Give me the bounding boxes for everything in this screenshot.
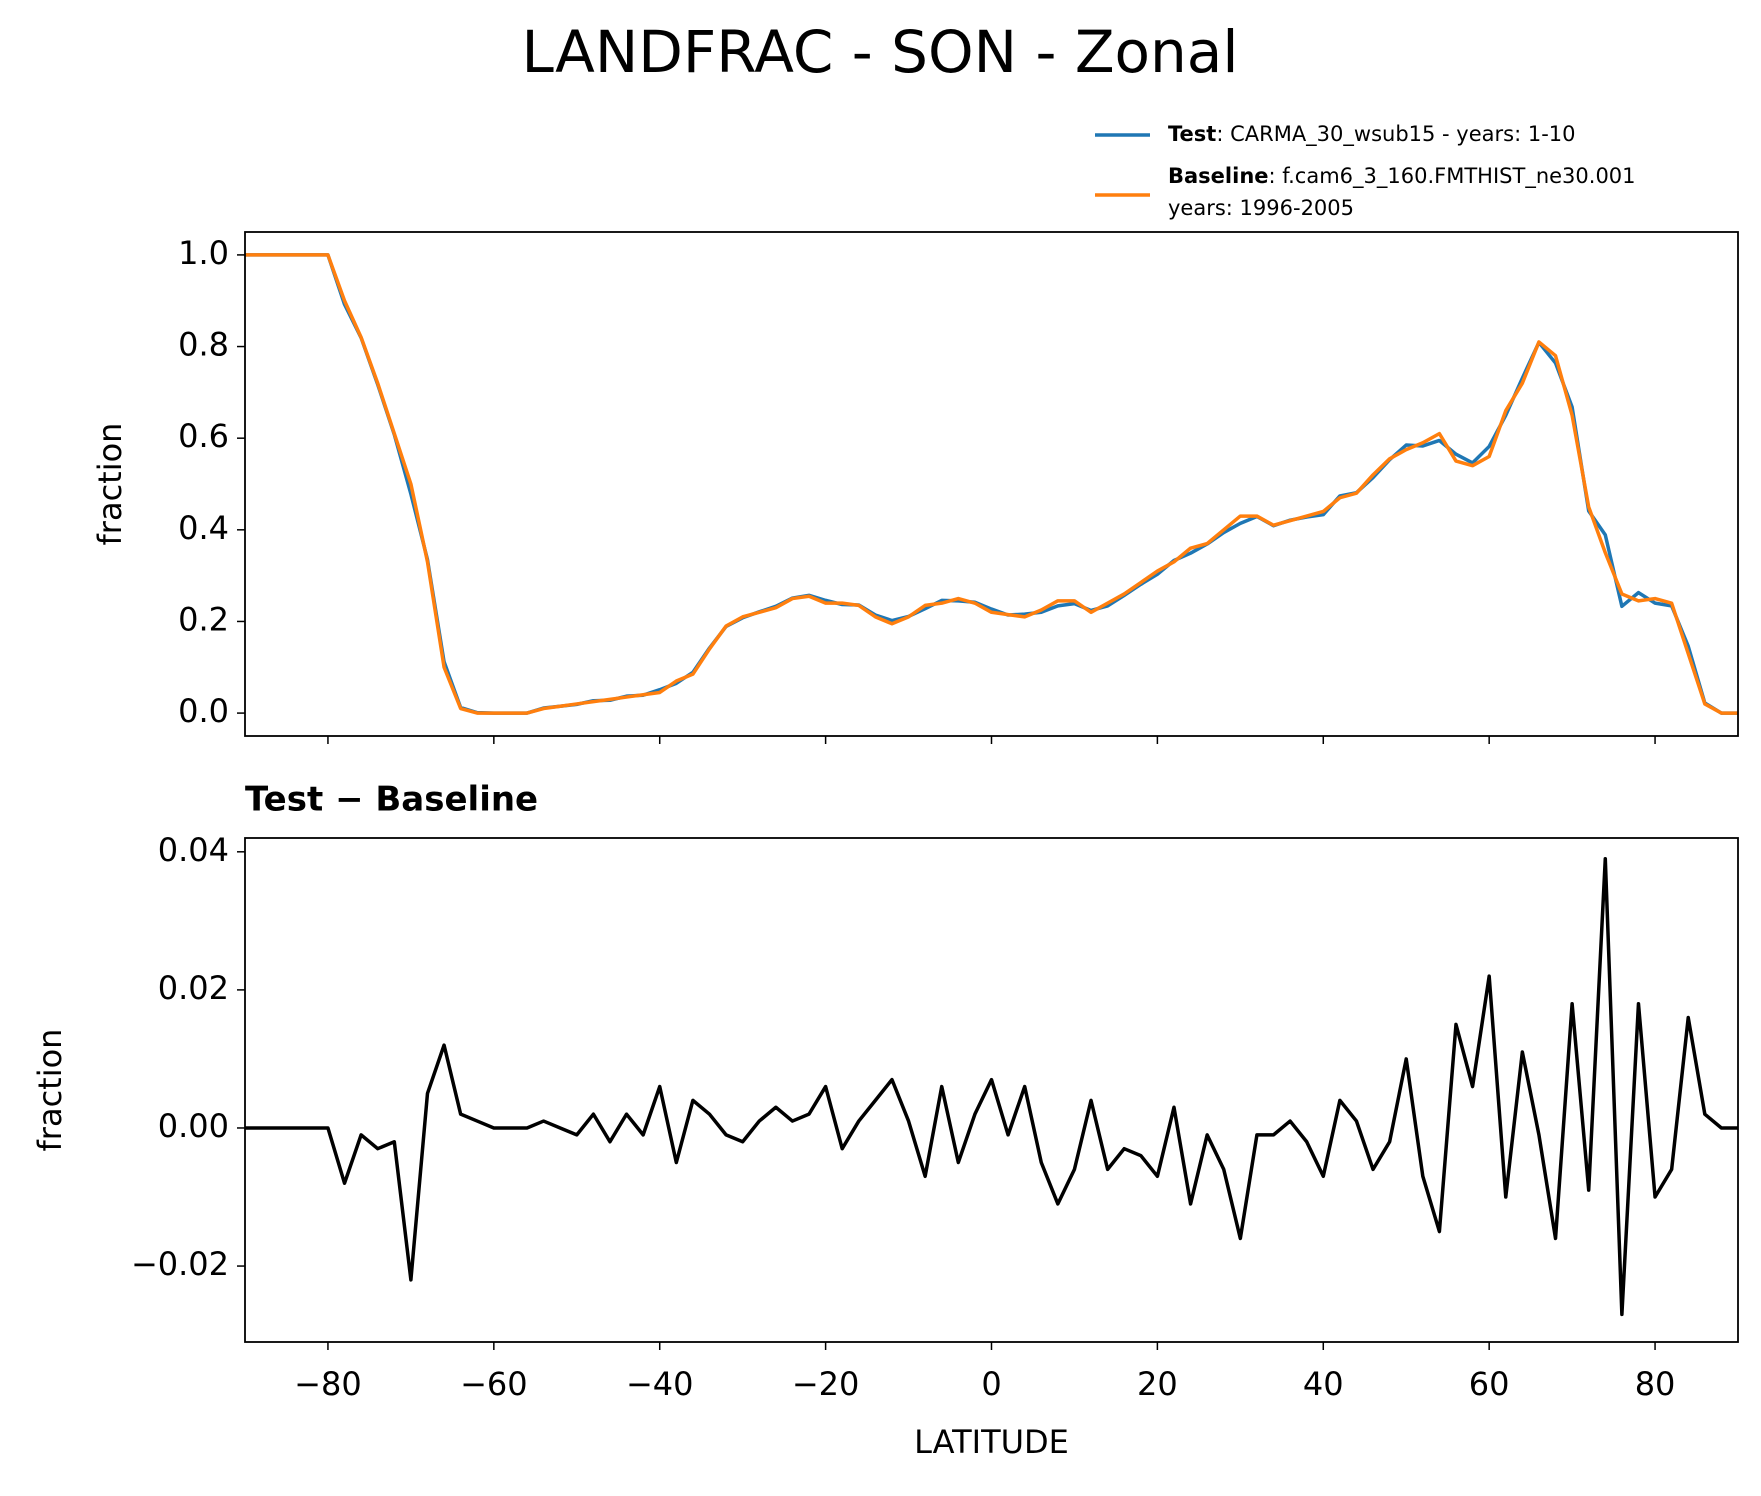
y-tick-label: 0.2: [178, 600, 229, 638]
y-tick-label: 0.6: [178, 417, 229, 455]
legend-name: Test: [1168, 122, 1216, 146]
plot-frame: [244, 231, 1739, 737]
y-tick-label: −0.02: [131, 1245, 229, 1283]
y-tick-label: 0.02: [158, 969, 229, 1007]
legend-text: : CARMA_30_wsub15 - years: 1-10: [1216, 122, 1575, 147]
y-tick-label: 0.4: [178, 509, 229, 547]
x-tick-label: −80: [294, 1365, 362, 1403]
x-tick-label: 40: [1303, 1365, 1344, 1403]
subplot-title: Test − Baseline: [245, 780, 538, 820]
x-tick-label: 80: [1635, 1365, 1676, 1403]
x-tick-label: −60: [460, 1365, 528, 1403]
x-axis-label: LATITUDE: [914, 1423, 1069, 1461]
y-axis-label: fraction: [91, 423, 129, 546]
y-axis-label: fraction: [31, 1029, 69, 1152]
x-tick-label: 0: [981, 1365, 1001, 1403]
legend-text: : f.cam6_3_160.FMTHIST_ne30.001: [1269, 164, 1636, 189]
x-tick-label: −40: [626, 1365, 694, 1403]
legend-label: Test: CARMA_30_wsub15 - years: 1-10: [1168, 122, 1576, 147]
y-tick-label: 0.0: [178, 692, 229, 730]
y-tick-label: 0.00: [158, 1107, 229, 1145]
series-line: [245, 253, 1738, 715]
legend-label: Baseline: f.cam6_3_160.FMTHIST_ne30.001: [1168, 164, 1636, 189]
y-tick-label: 0.04: [158, 831, 229, 869]
x-tick-label: 60: [1469, 1365, 1510, 1403]
legend-text: years: 1996-2005: [1168, 196, 1354, 220]
y-tick-label: 0.8: [178, 326, 229, 364]
plot-frame: [244, 837, 1739, 1343]
series-line: [245, 856, 1738, 1317]
x-tick-label: 20: [1137, 1365, 1178, 1403]
y-tick-label: 1.0: [178, 234, 229, 272]
chart-title: LANDFRAC - SON - Zonal: [522, 18, 1239, 86]
legend-name: Baseline: [1168, 164, 1269, 188]
x-tick-label: −20: [792, 1365, 860, 1403]
